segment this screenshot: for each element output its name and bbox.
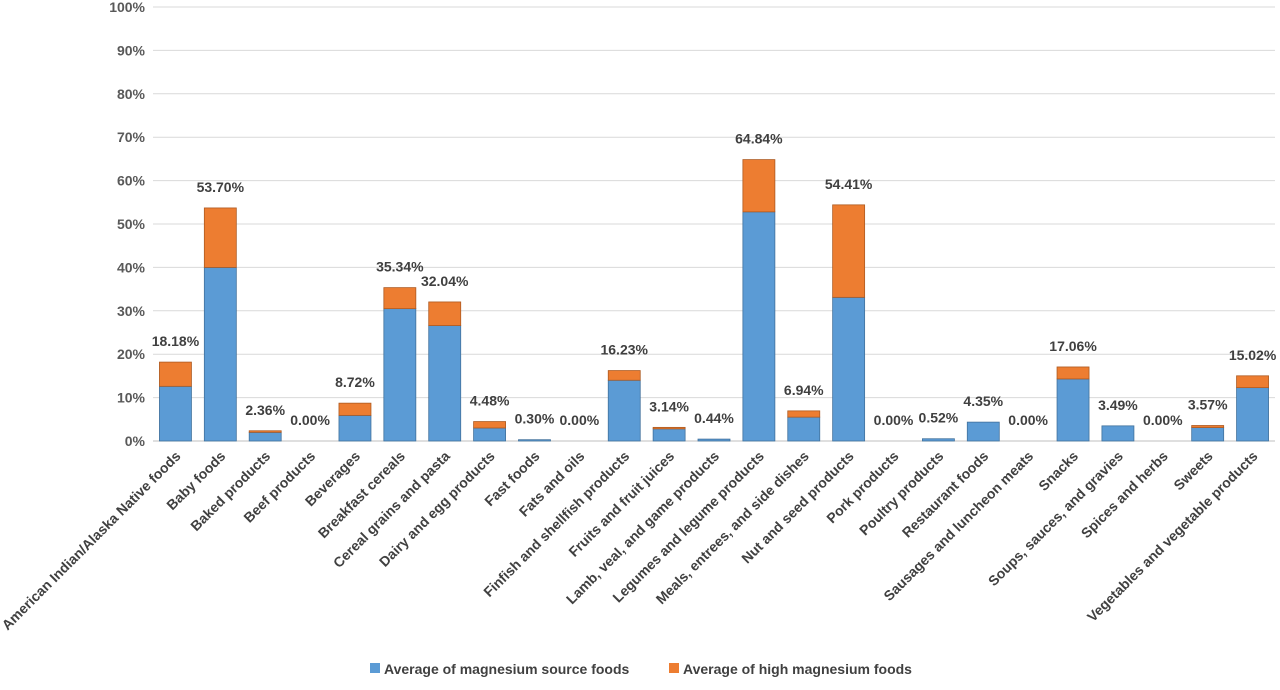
legend-swatch	[669, 663, 679, 673]
data-label: 4.35%	[963, 393, 1003, 409]
y-tick-label: 40%	[117, 259, 146, 275]
data-label: 3.57%	[1188, 397, 1228, 413]
data-label: 3.49%	[1098, 397, 1138, 413]
y-tick-label: 60%	[117, 173, 146, 189]
data-label: 8.72%	[335, 374, 375, 390]
x-tick-label: Spices and herbs	[1078, 448, 1171, 541]
data-label: 0.30%	[515, 411, 555, 427]
data-label: 0.00%	[1143, 412, 1183, 428]
data-label: 0.00%	[560, 412, 600, 428]
bar-segment-source	[248, 431, 282, 442]
legend-label: Average of high magnesium foods	[683, 661, 912, 677]
y-tick-label: 100%	[109, 0, 145, 15]
data-label: 0.44%	[694, 410, 734, 426]
bar-segment-high	[159, 361, 192, 387]
data-label: 0.00%	[1008, 412, 1048, 428]
bar-segment-source	[966, 421, 1000, 442]
x-tick-label: American Indian/Alaska Native foods	[0, 448, 184, 633]
bar-segment-high	[832, 204, 866, 298]
data-label: 2.36%	[245, 402, 285, 418]
bar-segment-high	[742, 159, 776, 213]
bar-segment-source	[832, 296, 866, 442]
legend-label: Average of magnesium source foods	[384, 661, 630, 677]
data-label: 0.52%	[919, 410, 959, 426]
data-label: 64.84%	[735, 131, 783, 147]
bar-segment-high	[1191, 425, 1225, 428]
legend-swatch	[370, 663, 380, 673]
bar-segment-source	[473, 427, 507, 442]
data-label: 3.14%	[649, 398, 689, 414]
x-tick-label: Poultry products	[856, 448, 947, 539]
bar-segment-source	[338, 414, 372, 442]
data-label: 16.23%	[600, 342, 648, 358]
bar-segment-source	[518, 439, 551, 442]
data-label: 53.70%	[197, 179, 245, 195]
bar-segment-high	[338, 402, 372, 416]
bar-segment-source	[1056, 378, 1090, 442]
bar-segment-source	[922, 438, 955, 442]
data-label: 54.41%	[825, 176, 873, 192]
data-label: 17.06%	[1049, 338, 1097, 354]
y-tick-label: 70%	[117, 129, 146, 145]
bar-segment-high	[203, 207, 237, 268]
bar-segment-high	[428, 301, 462, 326]
bar-segment-high	[1236, 375, 1269, 389]
x-tick-label: Sweets	[1170, 448, 1216, 494]
data-label: 6.94%	[784, 382, 824, 398]
bar-segment-high	[652, 426, 686, 430]
bar-segment-source	[1191, 427, 1225, 442]
y-tick-label: 30%	[117, 303, 146, 319]
bar-segment-source	[383, 308, 417, 442]
data-label: 15.02%	[1229, 347, 1277, 363]
data-label: 0.00%	[290, 412, 330, 428]
data-label: 0.00%	[874, 412, 914, 428]
bar-segment-high	[383, 287, 417, 310]
bar-segment-source	[742, 211, 776, 442]
y-tick-label: 0%	[125, 433, 146, 449]
x-tick-label: Baked products	[187, 448, 273, 534]
bar-segment-source	[787, 416, 821, 442]
bar-segment-source	[1101, 425, 1135, 442]
data-label: 32.04%	[421, 273, 469, 289]
bar-segment-high	[248, 430, 282, 433]
bar-segment-source	[203, 266, 237, 442]
bar-segment-source	[159, 385, 192, 442]
bar-segment-high	[473, 421, 507, 429]
bar-segment-high	[1056, 366, 1090, 380]
bar-segment-source	[428, 325, 462, 442]
y-tick-label: 10%	[117, 390, 146, 406]
data-label: 4.48%	[470, 393, 510, 409]
bar-segment-high	[607, 370, 641, 381]
bar-segment-high	[787, 410, 821, 418]
data-label: 35.34%	[376, 259, 424, 275]
data-label: 18.18%	[152, 333, 200, 349]
bar-segment-source	[697, 438, 731, 442]
bar-segment-source	[1236, 387, 1269, 442]
y-tick-label: 80%	[117, 86, 146, 102]
y-tick-label: 90%	[117, 42, 146, 58]
bar-segment-source	[607, 379, 641, 442]
y-tick-label: 50%	[117, 216, 146, 232]
bar-segment-source	[652, 428, 686, 442]
y-tick-label: 20%	[117, 346, 146, 362]
